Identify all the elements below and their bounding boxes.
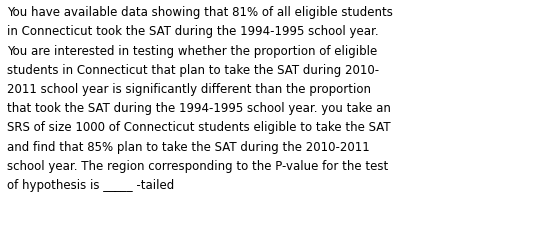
Text: You have available data showing that 81% of all eligible students
in Connecticut: You have available data showing that 81%… (7, 6, 393, 191)
